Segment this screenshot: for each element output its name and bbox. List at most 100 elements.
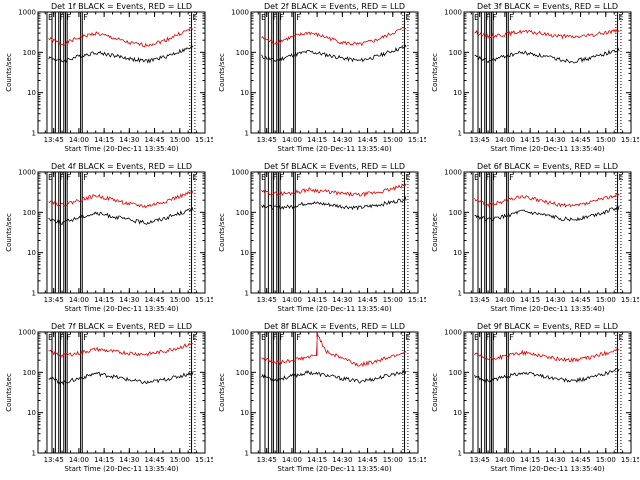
x-tick-label: 15:00 xyxy=(596,136,616,144)
panel-title: Det 5f BLACK = Events, RED = LLD xyxy=(264,162,405,171)
x-tick-label: 15:15 xyxy=(195,456,213,464)
detector-panel-7: Det 7f BLACK = Events, RED = LLD 1 10 100 10… xyxy=(5,322,213,473)
x-tick-label: 15:15 xyxy=(408,136,426,144)
flag-label: E xyxy=(261,13,266,22)
x-tick-label: 14:30 xyxy=(119,456,139,464)
x-tick-label: 14:30 xyxy=(545,296,565,304)
events-series-line xyxy=(48,371,194,386)
x-tick-label: 14:45 xyxy=(357,136,377,144)
x-axis-label: Start Time (20-Dec-11 13:35:40) xyxy=(277,145,391,153)
y-tick-label: 1 xyxy=(458,450,462,458)
flag-label: F xyxy=(83,173,88,182)
x-tick-label: 14:45 xyxy=(570,296,590,304)
flag-label: F xyxy=(279,333,284,342)
y-tick-label: 1000 xyxy=(231,169,249,177)
panel-title: Det 7f BLACK = Events, RED = LLD xyxy=(51,322,192,331)
x-axis-label: Start Time (20-Dec-11 13:35:40) xyxy=(490,465,604,473)
x-axis-label: Start Time (20-Dec-11 13:35:40) xyxy=(64,145,178,153)
y-tick-label: 100 xyxy=(449,369,462,377)
x-tick-label: 15:00 xyxy=(383,296,403,304)
y-tick-label: 10 xyxy=(27,249,36,257)
x-tick-label: 14:15 xyxy=(520,456,540,464)
x-tick-label: 14:15 xyxy=(94,296,114,304)
flag-label: E xyxy=(619,13,624,22)
flag-label: E xyxy=(193,173,198,182)
x-tick-label: 14:00 xyxy=(282,296,302,304)
x-tick-label: 14:00 xyxy=(282,136,302,144)
detector-panel-6: Det 6f BLACK = Events, RED = LLD 1 10 100 10… xyxy=(431,162,639,313)
y-tick-label: 1000 xyxy=(18,9,36,17)
flag-label: E xyxy=(406,13,411,22)
y-tick-label: 100 xyxy=(236,209,249,217)
x-tick-label: 13:45 xyxy=(44,136,64,144)
events-series-line xyxy=(48,45,194,64)
detector-panel-9: Det 9f BLACK = Events, RED = LLD 1 10 100 10… xyxy=(431,322,639,473)
panel-title: Det 8f BLACK = Events, RED = LLD xyxy=(264,322,405,331)
flag-label: F xyxy=(296,173,301,182)
x-tick-label: 15:15 xyxy=(195,296,213,304)
x-tick-label: 14:00 xyxy=(282,456,302,464)
x-tick-label: 13:45 xyxy=(470,296,490,304)
flag-label: E xyxy=(406,333,411,342)
x-tick-label: 14:45 xyxy=(357,296,377,304)
x-axis-label: Start Time (20-Dec-11 13:35:40) xyxy=(64,305,178,313)
flag-label: F xyxy=(66,13,71,22)
flag-label: E xyxy=(261,173,266,182)
panel-title: Det 9f BLACK = Events, RED = LLD xyxy=(477,322,618,331)
x-tick-label: 15:15 xyxy=(408,296,426,304)
plot-frame xyxy=(250,171,419,294)
x-tick-label: 15:00 xyxy=(170,456,190,464)
y-tick-label: 10 xyxy=(453,249,462,257)
x-axis-label: Start Time (20-Dec-11 13:35:40) xyxy=(277,465,391,473)
flag-label: F xyxy=(509,13,514,22)
panel-title: Det 6f BLACK = Events, RED = LLD xyxy=(477,162,618,171)
flag-label: F xyxy=(273,173,278,182)
y-axis-label: Counts/sec xyxy=(431,213,439,252)
plot-frame xyxy=(250,331,419,454)
events-series-line xyxy=(474,204,620,222)
flag-label: E xyxy=(193,13,198,22)
x-tick-label: 14:45 xyxy=(570,136,590,144)
x-tick-label: 14:00 xyxy=(495,456,515,464)
x-tick-label: 13:45 xyxy=(44,296,64,304)
x-tick-label: 15:15 xyxy=(621,136,639,144)
panel-title: Det 4f BLACK = Events, RED = LLD xyxy=(51,162,192,171)
x-tick-label: 15:15 xyxy=(621,296,639,304)
detector-panel-4: Det 4f BLACK = Events, RED = LLD 1 10 100 10… xyxy=(5,162,213,313)
plot-frame xyxy=(250,11,419,134)
y-axis-label: Counts/sec xyxy=(5,213,13,252)
x-tick-label: 13:45 xyxy=(257,136,277,144)
lld-series-line xyxy=(48,27,194,48)
flag-label: F xyxy=(60,13,65,22)
y-tick-label: 1000 xyxy=(18,169,36,177)
flag-label: E xyxy=(48,173,53,182)
x-tick-label: 13:45 xyxy=(257,456,277,464)
flag-label: E xyxy=(474,13,479,22)
x-tick-label: 14:45 xyxy=(144,296,164,304)
x-tick-label: 14:15 xyxy=(307,456,327,464)
y-tick-label: 1 xyxy=(458,290,462,298)
x-tick-label: 14:00 xyxy=(495,296,515,304)
y-tick-label: 1000 xyxy=(444,169,462,177)
y-tick-label: 10 xyxy=(240,409,249,417)
y-axis-label: Counts/sec xyxy=(5,53,13,92)
x-tick-label: 14:45 xyxy=(144,456,164,464)
lld-series-line xyxy=(48,190,194,209)
x-axis-label: Start Time (20-Dec-11 13:35:40) xyxy=(490,145,604,153)
y-tick-label: 100 xyxy=(23,209,36,217)
flag-label: F xyxy=(296,13,301,22)
flag-label: F xyxy=(492,173,497,182)
y-axis-label: Counts/sec xyxy=(431,373,439,412)
flag-label: F xyxy=(486,13,491,22)
x-tick-label: 14:30 xyxy=(332,136,352,144)
flag-label: E xyxy=(474,173,479,182)
plot-frame xyxy=(37,11,206,134)
y-tick-label: 100 xyxy=(23,369,36,377)
x-axis-label: Start Time (20-Dec-11 13:35:40) xyxy=(490,305,604,313)
flag-label: F xyxy=(66,173,71,182)
flag-label: F xyxy=(273,333,278,342)
y-tick-label: 100 xyxy=(23,49,36,57)
x-tick-label: 15:00 xyxy=(170,136,190,144)
y-axis-label: Counts/sec xyxy=(5,373,13,412)
x-tick-label: 14:00 xyxy=(69,456,89,464)
